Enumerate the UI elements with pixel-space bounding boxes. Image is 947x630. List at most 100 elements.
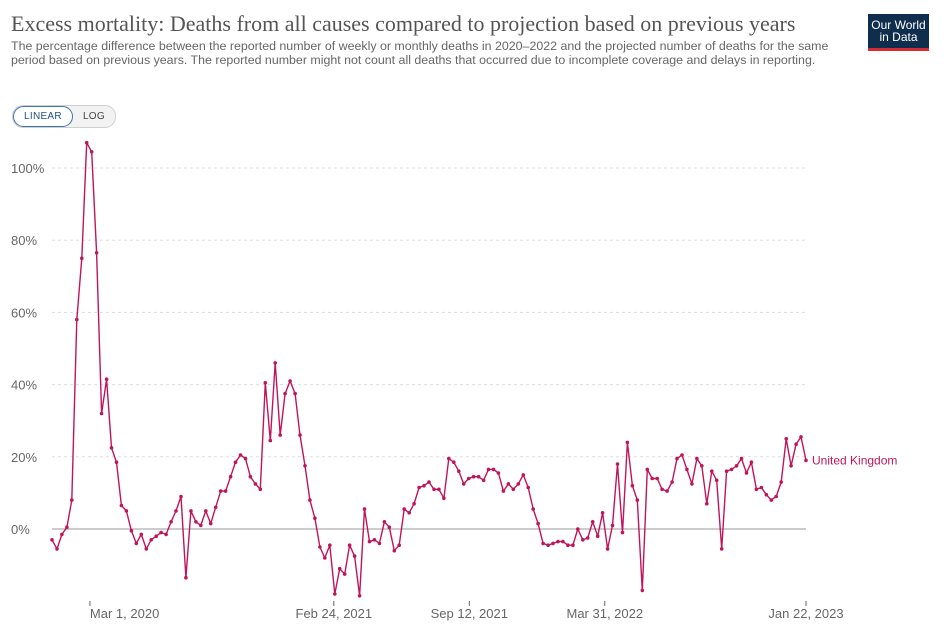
data-point[interactable]	[60, 532, 64, 537]
data-point[interactable]	[377, 541, 382, 546]
data-point[interactable]	[208, 521, 213, 526]
data-point[interactable]	[471, 474, 476, 479]
data-point[interactable]	[615, 462, 620, 466]
data-point[interactable]	[298, 433, 302, 437]
data-point[interactable]	[571, 543, 575, 547]
data-point[interactable]	[144, 547, 149, 551]
linear-scale-button[interactable]: LINEAR	[13, 106, 73, 127]
data-point[interactable]	[546, 543, 550, 547]
data-point[interactable]	[590, 520, 595, 524]
data-point[interactable]	[362, 507, 367, 511]
data-point[interactable]	[174, 509, 178, 513]
data-point[interactable]	[342, 572, 347, 576]
data-point[interactable]	[690, 482, 694, 486]
data-point[interactable]	[124, 509, 129, 513]
data-point[interactable]	[650, 476, 654, 481]
data-point[interactable]	[719, 547, 724, 551]
data-point[interactable]	[630, 483, 635, 488]
data-point[interactable]	[288, 379, 292, 383]
data-point[interactable]	[585, 536, 590, 540]
data-point[interactable]	[531, 507, 535, 511]
data-point[interactable]	[283, 391, 287, 396]
data-point[interactable]	[789, 464, 793, 468]
owid-logo[interactable]: Our World in Data	[868, 14, 929, 51]
data-point[interactable]	[169, 520, 173, 524]
data-point[interactable]	[714, 478, 719, 483]
data-point[interactable]	[749, 460, 754, 465]
data-point[interactable]	[75, 317, 79, 322]
data-point[interactable]	[600, 511, 605, 515]
log-scale-button[interactable]: LOG	[82, 111, 105, 122]
data-point[interactable]	[233, 460, 238, 465]
data-point[interactable]	[417, 485, 421, 490]
data-point[interactable]	[680, 453, 684, 457]
data-point[interactable]	[561, 539, 565, 544]
data-point[interactable]	[119, 503, 124, 508]
data-point[interactable]	[333, 592, 337, 596]
data-point[interactable]	[387, 525, 392, 529]
data-point[interactable]	[670, 480, 674, 484]
data-point[interactable]	[526, 485, 530, 490]
data-point[interactable]	[655, 476, 659, 481]
data-point[interactable]	[566, 543, 570, 547]
data-point[interactable]	[80, 256, 84, 261]
data-point[interactable]	[496, 471, 501, 475]
data-point[interactable]	[595, 534, 600, 538]
data-point[interactable]	[432, 487, 436, 492]
data-point[interactable]	[84, 140, 89, 145]
data-point[interactable]	[710, 469, 714, 474]
data-point[interactable]	[218, 489, 223, 493]
data-point[interactable]	[685, 467, 689, 472]
data-point[interactable]	[635, 498, 640, 502]
data-point[interactable]	[407, 511, 412, 515]
data-point[interactable]	[799, 435, 803, 439]
data-point[interactable]	[278, 433, 283, 437]
data-point[interactable]	[516, 482, 521, 486]
data-point[interactable]	[779, 480, 783, 484]
data-point[interactable]	[189, 509, 193, 513]
data-point[interactable]	[457, 469, 461, 474]
data-point[interactable]	[620, 530, 625, 535]
data-point[interactable]	[293, 391, 297, 396]
data-point[interactable]	[323, 556, 327, 560]
data-point[interactable]	[551, 541, 555, 546]
data-point[interactable]	[675, 456, 679, 461]
data-point[interactable]	[258, 487, 263, 492]
data-point[interactable]	[50, 538, 54, 542]
data-point[interactable]	[99, 411, 104, 416]
data-point[interactable]	[491, 467, 496, 472]
data-point[interactable]	[536, 521, 540, 526]
data-point[interactable]	[794, 442, 798, 447]
data-point[interactable]	[625, 440, 630, 445]
data-point[interactable]	[199, 523, 203, 528]
data-point[interactable]	[114, 460, 119, 465]
data-point[interactable]	[164, 532, 168, 537]
data-point[interactable]	[149, 538, 153, 542]
data-point[interactable]	[744, 471, 749, 475]
data-point[interactable]	[640, 588, 645, 593]
data-point[interactable]	[695, 456, 699, 461]
data-point[interactable]	[466, 476, 471, 481]
data-point[interactable]	[461, 482, 466, 486]
data-point[interactable]	[55, 547, 59, 551]
data-point[interactable]	[422, 483, 426, 488]
data-point[interactable]	[610, 523, 615, 528]
data-point[interactable]	[65, 525, 69, 529]
data-point[interactable]	[372, 538, 377, 542]
data-point[interactable]	[645, 467, 650, 472]
data-point[interactable]	[104, 377, 109, 382]
data-point[interactable]	[129, 529, 134, 533]
data-point[interactable]	[204, 509, 208, 513]
data-point[interactable]	[328, 543, 332, 547]
series-line[interactable]	[51, 141, 807, 597]
data-point[interactable]	[501, 489, 506, 493]
data-point[interactable]	[412, 501, 416, 506]
data-point[interactable]	[605, 547, 610, 551]
data-point[interactable]	[754, 487, 759, 492]
data-point[interactable]	[764, 492, 769, 497]
data-point[interactable]	[367, 539, 372, 544]
data-point[interactable]	[734, 464, 739, 468]
data-point[interactable]	[268, 438, 273, 443]
data-point[interactable]	[556, 539, 560, 544]
data-point[interactable]	[397, 543, 402, 547]
